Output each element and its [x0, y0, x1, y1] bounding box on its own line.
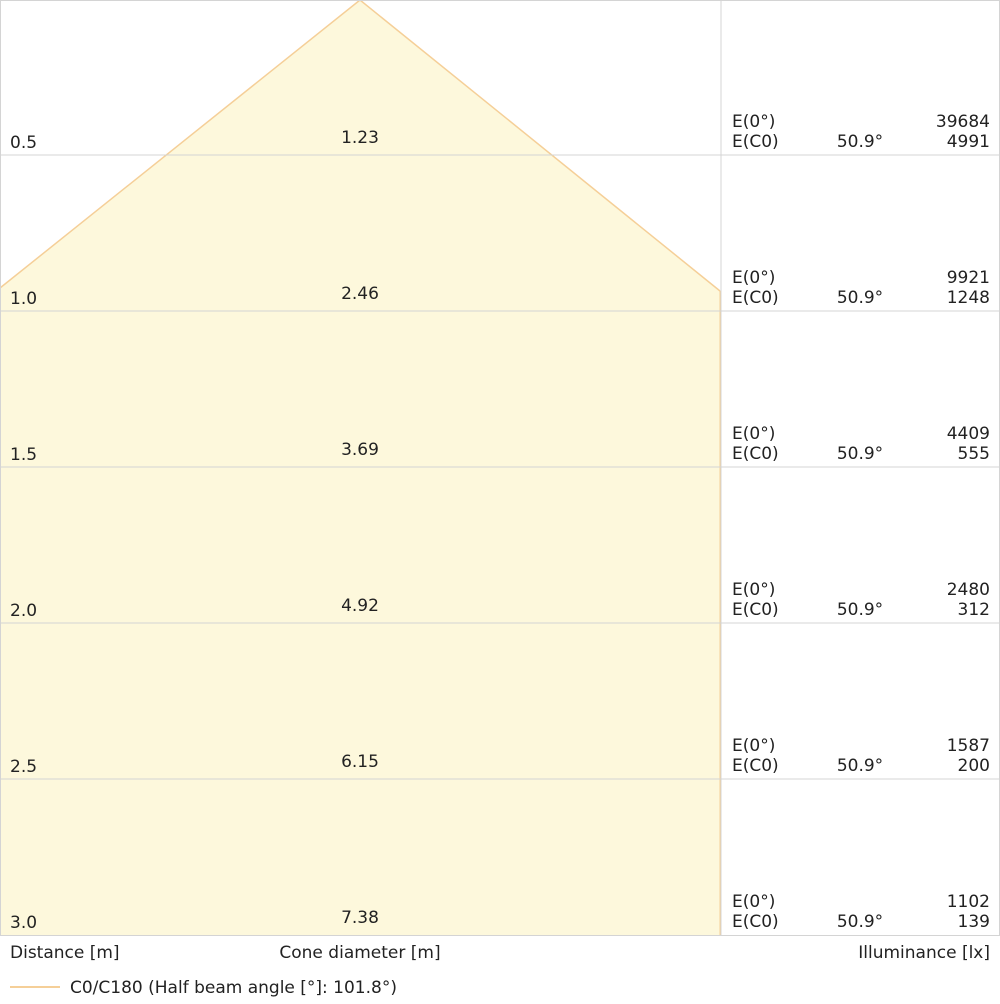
angle: 50.9°	[837, 288, 883, 308]
angle: 50.9°	[837, 132, 883, 152]
cone-diameter: 1.23	[341, 128, 379, 148]
cone-diameter: 7.38	[341, 908, 379, 928]
cone-diameter: 2.46	[341, 284, 379, 304]
e0-label: E(0°)	[732, 736, 775, 756]
ec0-value: 4991	[947, 132, 990, 152]
legend-label: C0/C180 (Half beam angle [°]: 101.8°)	[70, 978, 397, 998]
footer-distance: Distance [m]	[10, 943, 120, 963]
distance: 1.0	[10, 289, 37, 309]
distance: 1.5	[10, 445, 37, 465]
distance: 2.5	[10, 757, 37, 777]
ec0-label: E(C0)	[732, 444, 779, 464]
angle: 50.9°	[837, 600, 883, 620]
e0-label: E(0°)	[732, 112, 775, 132]
e0-label: E(0°)	[732, 892, 775, 912]
e0-value: 9921	[947, 268, 990, 288]
angle: 50.9°	[837, 444, 883, 464]
angle: 50.9°	[837, 756, 883, 776]
ec0-value: 312	[958, 600, 990, 620]
ec0-label: E(C0)	[732, 756, 779, 776]
cone-diameter: 4.92	[341, 596, 379, 616]
ec0-label: E(C0)	[732, 912, 779, 932]
ec0-label: E(C0)	[732, 600, 779, 620]
angle: 50.9°	[837, 912, 883, 932]
e0-label: E(0°)	[732, 424, 775, 444]
ec0-value: 1248	[947, 288, 990, 308]
ec0-label: E(C0)	[732, 132, 779, 152]
footer-diameter: Cone diameter [m]	[279, 943, 440, 963]
e0-label: E(0°)	[732, 580, 775, 600]
ec0-label: E(C0)	[732, 288, 779, 308]
ec0-value: 200	[958, 756, 990, 776]
cone-outline	[0, 0, 721, 292]
cone-diameter: 3.69	[341, 440, 379, 460]
e0-value: 1587	[947, 736, 990, 756]
ec0-value: 555	[958, 444, 990, 464]
ec0-value: 139	[958, 912, 990, 932]
cone-diameter: 6.15	[341, 752, 379, 772]
footer-illuminance: Illuminance [lx]	[858, 943, 990, 963]
distance: 3.0	[10, 913, 37, 933]
e0-value: 39684	[936, 112, 990, 132]
distance: 0.5	[10, 133, 37, 153]
e0-value: 4409	[947, 424, 990, 444]
distance: 2.0	[10, 601, 37, 621]
e0-value: 1102	[947, 892, 990, 912]
e0-label: E(0°)	[732, 268, 775, 288]
e0-value: 2480	[947, 580, 990, 600]
